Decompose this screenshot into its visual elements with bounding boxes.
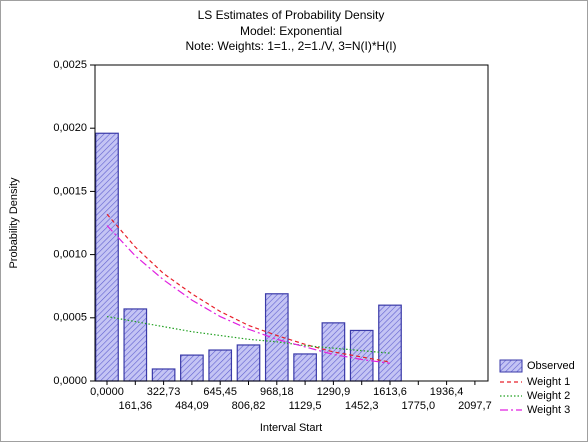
x-tick-label: 806,82 <box>232 400 266 412</box>
bar <box>378 304 402 382</box>
x-tick-label: 968,18 <box>260 386 294 398</box>
legend-label: Weight 3 <box>527 404 570 416</box>
x-tick-label: 1290,9 <box>317 386 351 398</box>
bar <box>293 353 317 382</box>
chart-subtitle: Model: Exponential <box>240 24 342 38</box>
bar <box>151 368 176 382</box>
x-tick-label: 484,09 <box>175 400 209 412</box>
x-axis-label: Interval Start <box>260 422 322 434</box>
plot-area <box>95 65 488 381</box>
fit-line <box>106 213 391 363</box>
x-tick-label: 1129,5 <box>289 400 322 412</box>
chart-title: LS Estimates of Probability Density <box>198 8 385 22</box>
y-tick-label: 0,0000 <box>53 375 87 387</box>
y-tick-label: 0,0005 <box>53 312 87 324</box>
bar <box>180 354 204 382</box>
x-tick-label: 1613,6 <box>373 386 407 398</box>
x-tick-label: 322,73 <box>147 386 181 398</box>
bar <box>95 132 119 382</box>
legend-label: Observed <box>527 360 575 372</box>
bar <box>349 329 374 382</box>
bar <box>236 344 261 382</box>
chart-note: Note: Weights: 1=1., 2=1./V, 3=N(I)*H(I) <box>185 39 396 53</box>
legend-label: Weight 2 <box>527 390 570 402</box>
fit-line <box>106 225 391 364</box>
legend-label: Weight 1 <box>527 376 570 388</box>
fit-line <box>106 315 391 354</box>
y-tick-label: 0,0025 <box>53 59 87 71</box>
legend-swatch <box>499 359 523 373</box>
x-tick-label: 1936,4 <box>430 386 464 398</box>
x-tick-label: 161,36 <box>118 400 152 412</box>
x-tick-label: 1452,3 <box>345 400 379 412</box>
y-axis-label: Probability Density <box>8 177 20 269</box>
y-tick-label: 0,0020 <box>53 122 87 134</box>
x-tick-label: 645,45 <box>203 386 237 398</box>
y-tick-label: 0,0010 <box>53 249 87 261</box>
bar <box>123 308 148 382</box>
bar <box>208 349 233 382</box>
x-tick-label: 0,0000 <box>90 386 124 398</box>
y-tick-label: 0,0015 <box>53 185 87 197</box>
plot-frame <box>94 64 489 382</box>
x-tick-label: 2097,7 <box>458 400 492 412</box>
x-tick-label: 1775,0 <box>401 400 435 412</box>
